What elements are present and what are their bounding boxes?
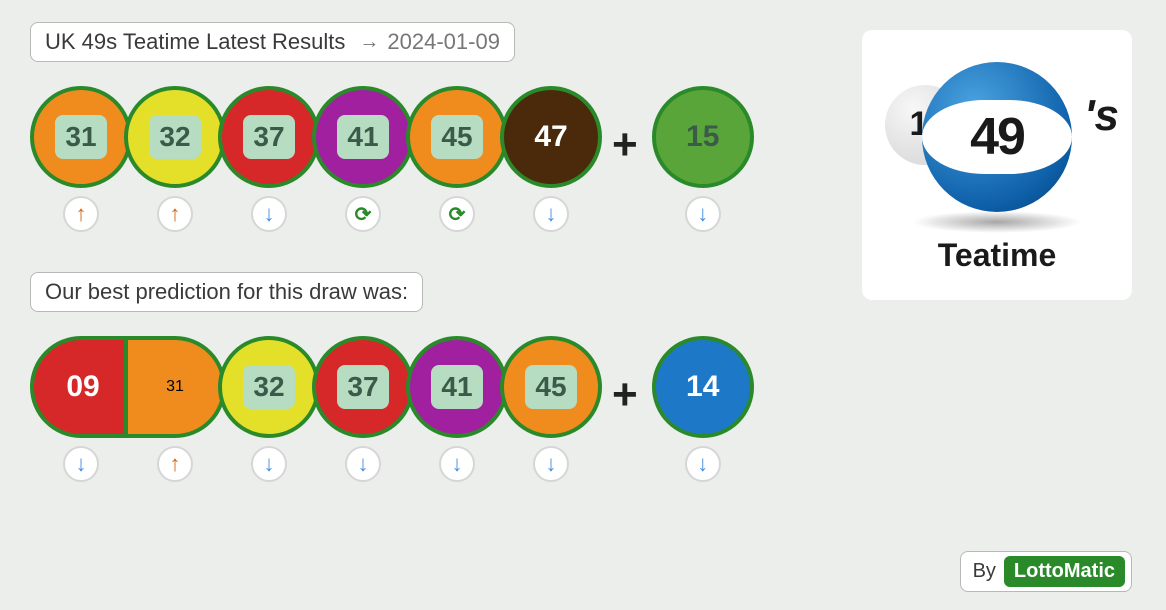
prediction-title: Our best prediction for this draw was: <box>45 279 408 305</box>
ball-number: 41 <box>337 115 388 159</box>
ball-column: 37 ↓ <box>312 336 414 482</box>
ball-column: 41 ⟳ <box>312 86 414 232</box>
byline: By LottoMatic <box>960 551 1132 592</box>
ball-number: 32 <box>149 115 200 159</box>
trend-down-icon: ↓ <box>685 196 721 232</box>
ball-number: 31 <box>166 378 184 396</box>
ball-column: 41 ↓ <box>406 336 508 482</box>
trend-down-icon: ↓ <box>251 446 287 482</box>
ball-column: 47 ↓ <box>500 86 602 232</box>
prediction-row: 09 ↓ 31 ↑ 32 ↓ 37 ↓ 41 ↓ 45 ↓ +14 ↓ <box>30 336 1136 482</box>
prediction-header: Our best prediction for this draw was: <box>30 272 423 312</box>
ball-column: 31 ↑ <box>30 86 132 232</box>
trend-down-icon: ↓ <box>533 446 569 482</box>
logo-number: 49 <box>970 107 1024 167</box>
trend-cycle-icon: ⟳ <box>345 196 381 232</box>
byline-brand: LottoMatic <box>1004 556 1125 587</box>
ball-column: 37 ↓ <box>218 86 320 232</box>
trend-up-icon: ↑ <box>157 446 193 482</box>
lottery-ball: 37 <box>312 336 414 438</box>
trend-down-icon: ↓ <box>63 446 99 482</box>
ball-column: 45 ⟳ <box>406 86 508 232</box>
ball-column: 32 ↑ <box>124 86 226 232</box>
results-date: 2024-01-09 <box>387 29 500 55</box>
trend-up-icon: ↑ <box>157 196 193 232</box>
lottery-logo: 1 49 's Teatime <box>862 30 1132 300</box>
ball-number: 31 <box>55 115 106 159</box>
ball-column: 31 ↑ <box>124 336 226 482</box>
logo-ball-graphic: 1 49 's <box>907 57 1087 217</box>
trend-down-icon: ↓ <box>533 196 569 232</box>
ball-column: 14 ↓ <box>652 336 754 482</box>
trend-down-icon: ↓ <box>251 196 287 232</box>
arrow-right-icon: → <box>359 31 379 54</box>
ball-number: 09 <box>66 370 99 404</box>
lottery-ball: 32 <box>218 336 320 438</box>
ball-number: 47 <box>534 120 567 154</box>
ball-number: 37 <box>337 365 388 409</box>
lottery-ball: 45 <box>406 86 508 188</box>
lottery-ball: 14 <box>652 336 754 438</box>
plus-separator: + <box>612 120 638 170</box>
ball-column: 32 ↓ <box>218 336 320 482</box>
results-header: UK 49s Teatime Latest Results → 2024-01-… <box>30 22 515 62</box>
lottery-ball: 31 <box>30 86 132 188</box>
lottery-ball: 47 <box>500 86 602 188</box>
lottery-ball: 45 <box>500 336 602 438</box>
trend-cycle-icon: ⟳ <box>439 196 475 232</box>
ball-number: 41 <box>431 365 482 409</box>
results-title: UK 49s Teatime Latest Results <box>45 29 345 55</box>
lottery-ball: 32 <box>124 86 226 188</box>
ball-number: 37 <box>243 115 294 159</box>
trend-down-icon: ↓ <box>439 446 475 482</box>
logo-suffix: 's <box>1084 91 1119 141</box>
trend-down-icon: ↓ <box>685 446 721 482</box>
ball-column: 45 ↓ <box>500 336 602 482</box>
lottery-ball: 15 <box>652 86 754 188</box>
ball-column: 09 ↓ <box>30 336 132 482</box>
lottery-ball: 41 <box>312 86 414 188</box>
plus-separator: + <box>612 370 638 420</box>
ball-number: 32 <box>243 365 294 409</box>
lottery-ball: 31 <box>124 336 226 438</box>
lottery-ball: 41 <box>406 336 508 438</box>
ball-number: 45 <box>431 115 482 159</box>
logo-label: Teatime <box>938 237 1057 274</box>
lottery-ball: 09 <box>30 336 132 438</box>
ball-number: 15 <box>686 120 719 154</box>
ball-number: 45 <box>525 365 576 409</box>
lottery-ball: 37 <box>218 86 320 188</box>
logo-white-strip: 49 <box>922 100 1072 174</box>
trend-up-icon: ↑ <box>63 196 99 232</box>
trend-down-icon: ↓ <box>345 446 381 482</box>
byline-prefix: By <box>973 560 996 583</box>
logo-main-ball: 49 <box>922 62 1072 212</box>
ball-column: 15 ↓ <box>652 86 754 232</box>
ball-number: 14 <box>686 370 719 404</box>
